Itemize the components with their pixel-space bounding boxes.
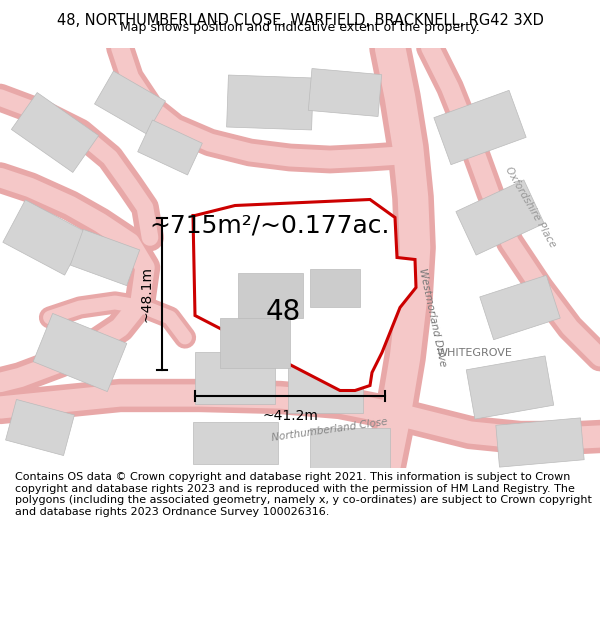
Bar (33, 313, 127, 392)
Text: Oxfordshire Place: Oxfordshire Place (503, 166, 557, 249)
Text: WHITEGROVE: WHITEGROVE (437, 348, 513, 358)
Bar (310, 269, 360, 306)
Bar (466, 356, 554, 419)
Bar (195, 351, 275, 404)
Bar (137, 120, 202, 175)
Text: ~41.2m: ~41.2m (262, 409, 318, 422)
Bar (310, 428, 390, 468)
Bar (496, 418, 584, 467)
Bar (287, 362, 362, 413)
Bar (238, 273, 302, 318)
Bar (434, 91, 526, 164)
Bar (70, 229, 140, 286)
Text: 48, NORTHUMBERLAND CLOSE, WARFIELD, BRACKNELL, RG42 3XD: 48, NORTHUMBERLAND CLOSE, WARFIELD, BRAC… (56, 13, 544, 28)
Text: 48: 48 (265, 299, 301, 326)
Bar (193, 421, 277, 464)
Text: Contains OS data © Crown copyright and database right 2021. This information is : Contains OS data © Crown copyright and d… (15, 472, 592, 517)
Bar (95, 71, 166, 134)
Bar (5, 399, 74, 456)
Bar (480, 275, 560, 340)
Text: ~48.1m: ~48.1m (140, 266, 154, 321)
Text: Northumberland Close: Northumberland Close (271, 416, 389, 442)
Bar (227, 75, 313, 130)
Bar (220, 318, 290, 368)
Bar (11, 92, 98, 172)
Bar (308, 69, 382, 116)
Text: Map shows position and indicative extent of the property.: Map shows position and indicative extent… (120, 21, 480, 34)
Text: ~715m²/~0.177ac.: ~715m²/~0.177ac. (150, 214, 390, 238)
Bar (456, 180, 544, 255)
Bar (3, 200, 87, 275)
Text: Westmorland Drive: Westmorland Drive (416, 268, 448, 368)
Polygon shape (193, 199, 416, 391)
